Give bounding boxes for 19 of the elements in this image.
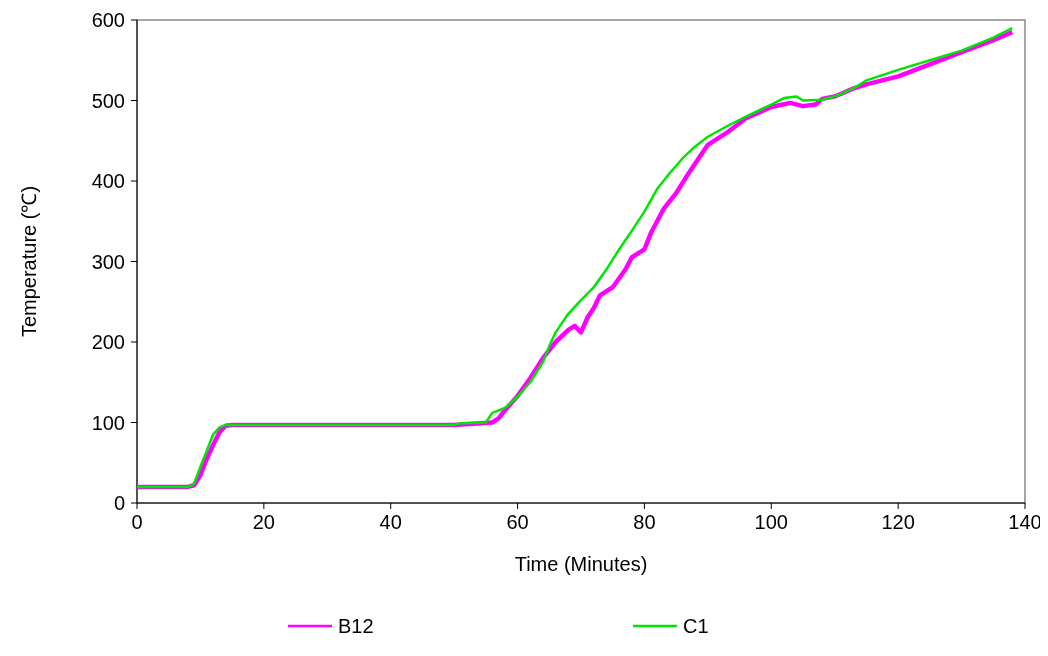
x-tick-label: 100	[754, 511, 788, 533]
x-tick-label: 60	[506, 511, 529, 533]
y-tick-label: 400	[91, 170, 125, 192]
y-tick-label: 500	[91, 89, 125, 112]
y-tick-label: 100	[91, 411, 125, 434]
x-tick-label: 140	[1008, 511, 1042, 533]
x-axis-title: Time (Minutes)	[514, 553, 648, 575]
legend-label: C1	[683, 615, 709, 637]
x-tick-label: 80	[633, 511, 656, 533]
x-tick-label: 0	[131, 511, 143, 533]
y-tick-label: 200	[91, 331, 125, 353]
y-tick-label: 600	[91, 9, 125, 31]
x-tick-label: 20	[252, 511, 275, 533]
y-tick-label: 300	[91, 250, 125, 273]
y-tick-label: 0	[113, 492, 125, 514]
x-tick-label: 40	[379, 511, 402, 533]
x-tick-label: 120	[881, 511, 915, 533]
y-axis-title: Temperature (℃)	[18, 185, 40, 338]
legend-label: B12	[338, 615, 374, 637]
